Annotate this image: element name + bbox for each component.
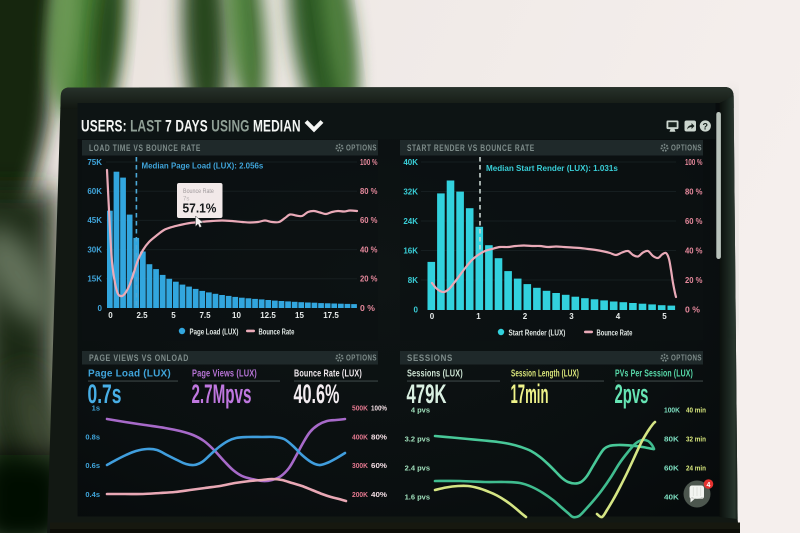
svg-text:0 %: 0 %	[360, 303, 375, 313]
svg-text:75K: 75K	[87, 158, 102, 167]
svg-text:100 %: 100 %	[685, 158, 703, 167]
svg-text:0: 0	[98, 304, 103, 313]
svg-text:40.6%: 40.6%	[293, 379, 339, 409]
svg-text:40 min: 40 min	[686, 407, 706, 415]
svg-text:5: 5	[662, 312, 667, 321]
svg-text:2pvs: 2pvs	[614, 378, 648, 409]
svg-text:40K: 40K	[664, 493, 679, 502]
svg-text:OPTIONS: OPTIONS	[346, 143, 377, 153]
svg-text:32K: 32K	[403, 187, 418, 196]
svg-text:Session Length (LUX): Session Length (LUX)	[511, 367, 579, 379]
svg-text:PVs Per Session (LUX): PVs Per Session (LUX)	[615, 367, 693, 379]
svg-text:60 %: 60 %	[360, 216, 378, 225]
svg-text:Median Start Render (LUX): 1.0: Median Start Render (LUX): 1.031s	[486, 163, 618, 173]
svg-text:4: 4	[707, 482, 711, 489]
svg-text:45K: 45K	[87, 216, 102, 225]
svg-text:0: 0	[414, 305, 419, 314]
svg-text:Bounce Rate: Bounce Rate	[258, 326, 294, 336]
svg-text:1.6 pvs: 1.6 pvs	[405, 493, 430, 502]
svg-text:40%: 40%	[371, 490, 387, 499]
svg-text:3: 3	[569, 312, 574, 321]
svg-text:60 %: 60 %	[685, 217, 703, 226]
svg-text:2.7Mpvs: 2.7Mpvs	[191, 378, 251, 409]
svg-text:60%: 60%	[371, 461, 387, 470]
svg-text:200K: 200K	[352, 491, 369, 499]
svg-text:7s: 7s	[183, 197, 189, 203]
svg-text:START RENDER VS BOUNCE RATE: START RENDER VS BOUNCE RATE	[407, 143, 535, 153]
svg-text:2.5: 2.5	[136, 311, 148, 320]
svg-text:17min: 17min	[511, 380, 549, 409]
svg-text:Page Load (LUX): Page Load (LUX)	[189, 326, 238, 336]
svg-text:0.7s: 0.7s	[87, 378, 121, 409]
svg-text:100 %: 100 %	[360, 158, 378, 167]
svg-text:0: 0	[430, 312, 435, 321]
svg-text:7.5: 7.5	[199, 311, 211, 320]
svg-text:100%: 100%	[371, 405, 387, 413]
svg-text:Bounce Rate: Bounce Rate	[183, 189, 215, 196]
svg-text:0 %: 0 %	[685, 305, 700, 315]
svg-text:20 %: 20 %	[685, 276, 703, 285]
svg-text:1: 1	[476, 312, 481, 321]
svg-text:60K: 60K	[664, 464, 679, 473]
svg-text:1s: 1s	[92, 404, 100, 413]
svg-text:0.8s: 0.8s	[85, 432, 100, 441]
svg-text:15: 15	[295, 311, 304, 320]
svg-text:8K: 8K	[408, 276, 418, 285]
svg-text:80 %: 80 %	[685, 187, 703, 196]
svg-text:400K: 400K	[352, 433, 369, 441]
svg-text:Sessions (LUX): Sessions (LUX)	[407, 367, 463, 378]
svg-text:80 %: 80 %	[360, 187, 378, 196]
svg-text:OPTIONS: OPTIONS	[671, 143, 702, 153]
svg-text:100K: 100K	[664, 406, 681, 414]
svg-text:Median Page Load (LUX): 2.056s: Median Page Load (LUX): 2.056s	[141, 161, 263, 170]
svg-text:Bounce Rate: Bounce Rate	[596, 327, 632, 337]
svg-text:40 %: 40 %	[685, 246, 703, 255]
svg-text:500K: 500K	[352, 404, 369, 412]
svg-text:24K: 24K	[403, 217, 418, 226]
svg-text:Page Load (LUX): Page Load (LUX)	[88, 368, 171, 379]
svg-text:USERS: LAST 7 DAYS USING MEDIA: USERS: LAST 7 DAYS USING MEDIAN	[81, 118, 301, 136]
svg-text:Page Views (LUX): Page Views (LUX)	[192, 367, 257, 378]
svg-text:OPTIONS: OPTIONS	[346, 353, 377, 363]
svg-text:10: 10	[232, 311, 241, 320]
svg-text:4 pvs: 4 pvs	[411, 406, 430, 415]
svg-text:0.6s: 0.6s	[85, 461, 100, 470]
svg-text:Bounce Rate (LUX): Bounce Rate (LUX)	[294, 367, 362, 378]
svg-text:16K: 16K	[403, 246, 418, 255]
svg-text:60K: 60K	[87, 187, 102, 196]
svg-text:24 min: 24 min	[686, 465, 706, 473]
svg-text:12.5: 12.5	[260, 311, 276, 320]
svg-text:32 min: 32 min	[686, 436, 706, 444]
svg-text:57.1%: 57.1%	[182, 201, 216, 216]
svg-text:40 %: 40 %	[360, 245, 378, 254]
svg-text:Start Render (LUX): Start Render (LUX)	[508, 328, 565, 338]
svg-text:?: ?	[703, 121, 709, 131]
svg-text:PAGE VIEWS VS ONLOAD: PAGE VIEWS VS ONLOAD	[89, 352, 189, 363]
svg-text:3.2 pvs: 3.2 pvs	[405, 435, 430, 444]
svg-text:LOAD TIME VS BOUNCE RATE: LOAD TIME VS BOUNCE RATE	[89, 143, 201, 153]
svg-text:5: 5	[171, 311, 176, 320]
svg-text:0.4s: 0.4s	[85, 490, 100, 499]
svg-text:SESSIONS: SESSIONS	[407, 352, 453, 363]
svg-text:40K: 40K	[403, 158, 418, 167]
svg-text:300K: 300K	[352, 462, 369, 470]
svg-text:30K: 30K	[87, 245, 102, 254]
svg-text:OPTIONS: OPTIONS	[671, 353, 702, 363]
svg-text:2.4 pvs: 2.4 pvs	[405, 464, 430, 473]
svg-text:20 %: 20 %	[360, 274, 378, 283]
svg-text:2: 2	[523, 312, 528, 321]
svg-text:80K: 80K	[664, 435, 679, 444]
svg-text:479K: 479K	[406, 379, 446, 409]
svg-text:80%: 80%	[371, 433, 387, 442]
svg-text:17.5: 17.5	[323, 311, 339, 320]
svg-text:4: 4	[616, 312, 621, 321]
svg-text:15K: 15K	[87, 275, 102, 284]
svg-text:0: 0	[108, 311, 113, 320]
